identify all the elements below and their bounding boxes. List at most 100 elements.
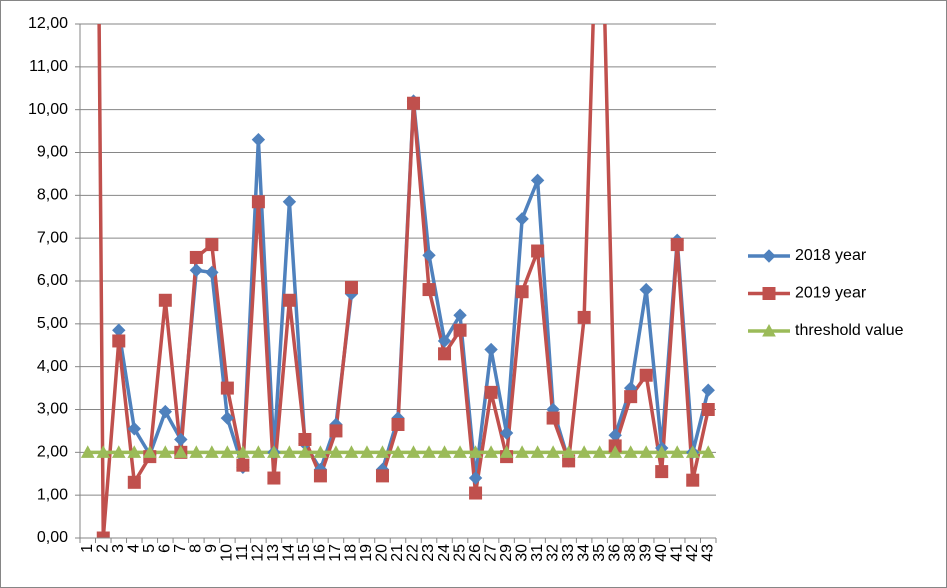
triangle-marker [468,445,483,458]
triangle-marker [453,445,467,458]
diamond-marker [639,282,653,297]
square-marker [236,458,250,472]
triangle-marker [623,445,638,458]
square-marker [655,465,669,479]
x-tick-label: 18 [343,544,360,562]
series-line [380,24,710,495]
x-tick-label: 12 [250,544,267,562]
x-tick-label: 26 [467,544,484,562]
triangle-marker [685,445,700,458]
square-marker [453,323,467,337]
x-tick-label: 16 [312,544,329,562]
square-marker [112,334,126,348]
triangle-marker [313,445,328,458]
triangle-marker [80,445,95,458]
square-marker [469,486,483,500]
square-marker [686,473,700,487]
triangle-marker [111,445,126,458]
x-tick-label: 13 [265,544,282,562]
y-tick-label: 6,00 [37,272,68,289]
x-tick-label: 34 [575,544,592,562]
y-tick-label: 7,00 [37,229,68,246]
diamond-marker [437,334,452,348]
diamond-marker [701,383,715,397]
diamond-marker [127,422,141,436]
square-marker [189,250,203,264]
square-marker [205,238,219,252]
triangle-marker [437,445,452,458]
legend-marker [762,287,776,300]
triangle-marker [251,445,266,458]
triangle-marker [142,445,157,458]
diamond-marker [530,173,545,188]
legend-marker [762,323,776,337]
square-marker [624,390,638,404]
square-marker [515,285,529,299]
triangle-marker [546,445,560,458]
triangle-marker [670,445,685,458]
square-marker [127,475,141,489]
triangle-marker [96,445,111,458]
legend-label: 2018 year [795,247,867,264]
diamond-marker [251,132,266,147]
x-tick-label: 11 [234,544,251,561]
square-marker [701,403,715,416]
x-tick-label: 30 [513,544,530,562]
x-tick-label: 39 [637,544,654,562]
y-tick-label: 10,00 [28,101,68,118]
square-marker [298,432,312,446]
x-tick-label: 35 [591,544,608,562]
triangle-marker [608,445,623,458]
square-marker [531,244,545,258]
triangle-marker [561,445,576,458]
diamond-marker [189,263,204,277]
y-tick-label: 8,00 [37,187,68,204]
triangle-marker [282,445,297,458]
diamond-marker [499,426,514,440]
x-tick-label: 27 [482,544,499,562]
x-tick-label: 19 [358,544,375,562]
x-tick-label: 31 [529,544,546,562]
square-marker [407,96,421,110]
diamond-marker [515,212,529,226]
x-tick-label: 24 [436,544,453,562]
diamond-marker [453,308,467,322]
square-marker [422,283,436,297]
square-marker [282,293,296,307]
diamond-marker [220,411,235,425]
triangle-marker [220,445,235,458]
square-marker [344,280,358,294]
triangle-marker [515,445,529,458]
square-marker [251,195,265,209]
square-marker [267,471,281,485]
square-marker [391,417,405,431]
square-marker [96,531,110,538]
square-marker [220,381,234,395]
triangle-marker [127,445,142,458]
y-tick-label: 5,00 [37,315,68,332]
x-tick-label: 5 [141,544,158,553]
x-tick-label: 2 [94,544,111,553]
triangle-marker [577,445,591,458]
square-marker [313,469,327,483]
triangle-marker [654,445,669,458]
x-tick-label: 20 [374,544,391,562]
triangle-marker [592,445,607,458]
triangle-marker [158,445,173,458]
square-marker [375,469,389,483]
x-tick-label: 22 [405,544,422,562]
diamond-marker [484,342,498,357]
x-tick-label: 21 [389,544,406,562]
y-tick-label: 11,00 [29,58,68,75]
square-marker [546,411,560,425]
x-tick-label: 7 [172,544,189,553]
x-tick-label: 42 [684,544,701,562]
x-tick-label: 1 [79,544,96,553]
x-tick-label: 9 [203,544,220,553]
diamond-marker [205,265,219,280]
x-tick-label: 4 [126,544,143,553]
triangle-marker [639,445,654,458]
x-tick-label: 23 [420,544,437,562]
x-tick-label: 41 [668,544,685,562]
